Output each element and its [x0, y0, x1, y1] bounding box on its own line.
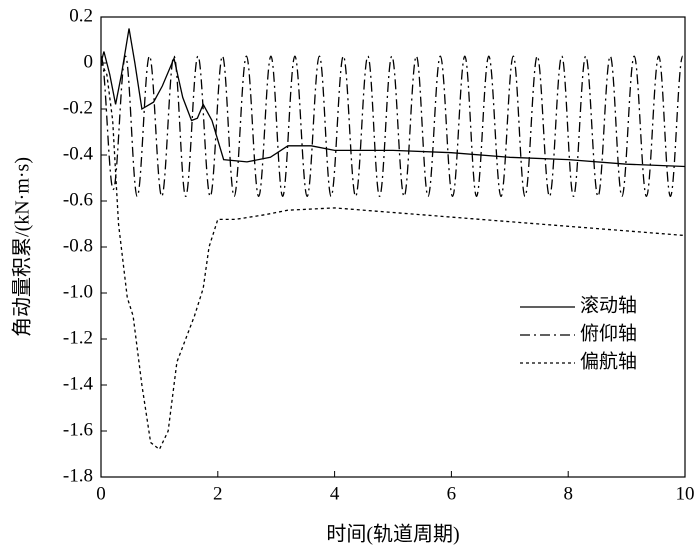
x-tick-label: 4: [330, 483, 340, 504]
y-tick-label: 0: [84, 51, 94, 72]
x-tick-label: 6: [447, 483, 457, 504]
y-tick-label: -1.0: [63, 281, 93, 302]
plot-frame: [100, 16, 686, 478]
legend-label: 滚动轴: [580, 294, 637, 316]
y-tick-label: -0.4: [63, 143, 94, 164]
x-tick-label: 2: [213, 483, 223, 504]
x-tick-label: 10: [676, 483, 695, 504]
y-tick-label: -1.2: [63, 327, 93, 348]
legend-label: 偏航轴: [580, 350, 637, 372]
y-tick-label: -1.6: [63, 419, 93, 440]
y-axis-title: 角动量积累/(kN·m·s): [11, 157, 34, 337]
y-tick-label: -0.2: [63, 97, 93, 118]
y-tick-label: -1.4: [63, 373, 94, 394]
data-line: [100, 55, 684, 198]
y-tick-label: 0.2: [69, 5, 93, 26]
data-line: [100, 62, 686, 451]
y-tick-label: -0.8: [63, 235, 93, 256]
x-tick-label: 8: [563, 483, 573, 504]
y-tick-label: -0.6: [63, 189, 93, 210]
x-axis-title: 时间(轨道周期): [326, 523, 459, 546]
y-tick-label: -1.8: [63, 465, 93, 486]
data-line: [100, 28, 686, 168]
x-tick-label: 0: [96, 483, 106, 504]
legend-label: 俯仰轴: [580, 322, 637, 344]
